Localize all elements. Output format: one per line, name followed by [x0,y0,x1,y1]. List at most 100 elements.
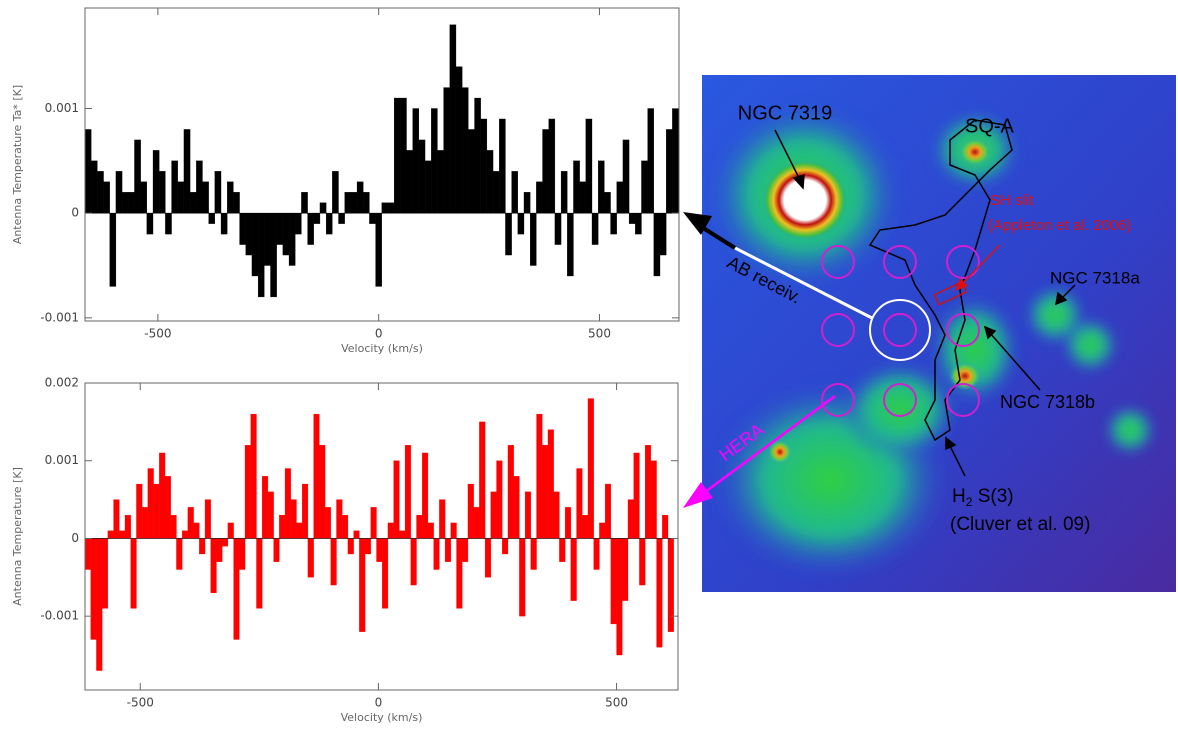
label-h2-main: H [952,486,966,507]
bar [363,192,370,214]
bar [307,538,314,578]
bar [387,202,395,214]
bar [604,483,611,539]
bar [353,530,360,539]
bar [439,499,446,539]
bar [422,452,429,539]
bar [350,192,358,214]
y-tick-label: 0.002 [45,376,79,390]
bar [610,538,617,625]
bar [455,66,463,214]
bar [338,213,345,224]
bar [152,150,160,214]
bar [659,213,667,256]
bar [635,213,642,235]
bar [313,213,321,224]
bar [359,538,366,632]
bar [627,499,634,539]
label-sh-slit: SH slit [990,192,1034,209]
bars [84,24,679,298]
bar [244,445,251,539]
y-tick-label: -0.001 [40,609,79,623]
bar [227,522,234,539]
bar [484,538,491,578]
bar [202,181,209,214]
bar [199,538,206,555]
y-axis-label: Antenna Temperature Ta* [K] [11,85,24,244]
bar [330,538,337,586]
bar [523,192,531,214]
bar [616,538,623,656]
bar [153,483,160,539]
bar [462,538,469,562]
bar [369,213,376,224]
bar [324,507,331,539]
bar [91,160,98,214]
bar [103,181,110,214]
bar [547,429,554,539]
bar [296,522,303,539]
bar [467,483,474,539]
bar [418,139,426,214]
bar [474,97,481,214]
label-cluver: (Cluver et al. 09) [950,514,1090,535]
bar [134,139,141,214]
bar [433,538,440,570]
bar [496,460,503,539]
bar [591,213,599,245]
label-ngc7318b: NGC 7318b [1000,392,1095,412]
bar [276,213,284,245]
bar [121,192,129,214]
bar [210,538,217,593]
label-appleton: (Appleton et al. 2006) [988,217,1131,234]
bar [410,538,417,586]
x-tick-label: 500 [605,696,628,710]
bar [480,118,488,214]
bar [399,530,406,539]
bar [124,514,131,539]
bar [336,499,343,539]
bar [573,160,580,214]
bar [159,452,166,539]
bar [267,491,274,539]
bar [404,445,411,539]
bar [499,118,506,214]
bar [279,514,286,539]
bar [622,139,630,214]
x-axis-label: Velocity (km/s) [341,342,423,355]
bar [325,213,333,235]
bar [233,192,240,214]
bar [107,530,114,539]
bar [479,421,486,539]
bar [307,213,314,245]
bar [159,171,166,214]
bar [128,192,135,214]
bar [256,538,263,609]
bar [109,213,117,287]
bar [214,171,222,214]
label-h2-rest: S(3) [972,486,1013,507]
bar [437,150,444,214]
bar [142,507,149,539]
y-tick-label: 0 [71,531,79,545]
bar [579,181,586,214]
bar [176,538,183,570]
bar [344,192,352,214]
bar [170,514,177,539]
bar [216,538,223,562]
bar [136,483,143,539]
bar [585,118,593,214]
bar [456,538,463,609]
bar [364,538,371,555]
bar [171,160,178,214]
bar [517,213,525,235]
bar [406,150,413,214]
bar [530,538,537,570]
bar [542,445,549,539]
y-tick-label: -0.001 [40,310,79,324]
bar [204,499,211,539]
bar [628,213,636,224]
bar [570,538,577,601]
bar [347,538,354,555]
bar [393,97,401,214]
